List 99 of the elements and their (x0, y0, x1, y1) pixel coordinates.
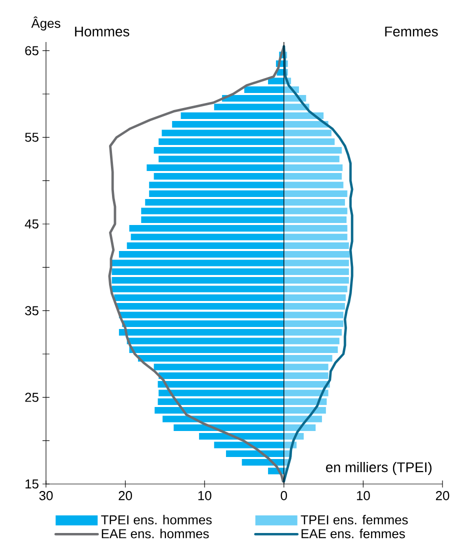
x-tick-label: 20 (436, 491, 450, 500)
legend-label: TPEI ens. hommes (101, 514, 212, 524)
bar (145, 199, 284, 206)
bar (284, 182, 344, 188)
bar (149, 182, 284, 188)
bar (129, 225, 284, 232)
bar (284, 303, 345, 310)
x-tick-label: 10 (198, 491, 212, 500)
x-tick-label: 30 (39, 491, 53, 500)
y-tick-label: 35 (25, 306, 38, 316)
bar (284, 121, 328, 128)
bar (284, 346, 338, 353)
bar (284, 355, 332, 362)
legend-label: EAE ens. femmes (302, 528, 405, 538)
bar (284, 381, 330, 388)
y-tick-label: 15 (26, 479, 38, 489)
bar (154, 147, 284, 154)
bar (158, 398, 284, 405)
bar (199, 433, 284, 440)
bar (154, 407, 284, 414)
x-tick-label: 0 (280, 491, 287, 500)
bar (180, 112, 284, 119)
bar (214, 442, 284, 448)
bar (138, 355, 284, 362)
bar (284, 268, 349, 275)
bar (244, 86, 284, 93)
bar (130, 234, 284, 240)
bar (114, 294, 284, 301)
bar (158, 138, 284, 145)
bar (141, 216, 284, 223)
bar (129, 346, 284, 353)
y-tick-label: 55 (25, 132, 38, 142)
y-tick-label: 65 (25, 46, 38, 56)
y-axis-title: Âges (31, 16, 60, 30)
bar (268, 78, 284, 84)
bar (146, 164, 284, 171)
bar (158, 381, 284, 388)
bar (284, 208, 348, 214)
bar (284, 164, 343, 171)
bar (284, 234, 348, 240)
bar (284, 216, 347, 223)
legend-label: TPEI ens. femmes (300, 514, 408, 524)
x-tick-label: 10 (356, 491, 370, 500)
bar (284, 251, 350, 258)
bar (141, 208, 284, 214)
bar (284, 398, 327, 405)
bar (154, 364, 284, 370)
bar (284, 138, 335, 145)
bar (284, 312, 344, 318)
bar (284, 320, 344, 327)
bar (112, 277, 284, 284)
bar (284, 225, 348, 232)
bar (226, 450, 284, 457)
x-tick-label: 20 (118, 491, 132, 500)
bar (284, 416, 322, 422)
y-tick-label: 25 (25, 392, 38, 402)
bar (222, 95, 284, 102)
bar (284, 199, 345, 206)
bar (149, 190, 284, 197)
bar (214, 104, 284, 110)
bar (172, 121, 284, 128)
bar (162, 130, 284, 136)
text: Femmes (385, 26, 438, 36)
bar (112, 268, 284, 275)
bar (122, 320, 284, 327)
bar (284, 156, 340, 162)
bar (284, 147, 342, 154)
bar (112, 286, 284, 292)
bar (284, 372, 328, 379)
y-tick-label: 45 (24, 219, 38, 229)
bar (126, 338, 284, 344)
bar (284, 260, 349, 266)
bar (284, 407, 326, 414)
bar (112, 260, 284, 266)
bar (158, 390, 284, 396)
bar (284, 242, 349, 249)
bar (284, 286, 348, 292)
bar (284, 390, 328, 396)
annotation: en milliers (TPEI) (326, 462, 432, 475)
bar (162, 416, 284, 422)
bar (174, 424, 284, 431)
bar (116, 303, 284, 310)
bar (118, 312, 284, 318)
bar (284, 329, 342, 336)
bar (284, 338, 340, 344)
text: Hommes (75, 26, 130, 36)
legend-label: EAE ens. hommes (102, 528, 209, 538)
bar (118, 329, 284, 336)
bar (126, 242, 284, 249)
bar (154, 173, 284, 180)
bar (158, 372, 284, 379)
bar (284, 173, 342, 180)
bar (158, 156, 284, 162)
bar (284, 294, 346, 301)
bar (284, 190, 348, 197)
bar (284, 364, 328, 370)
bar (284, 277, 349, 284)
bar (284, 130, 332, 136)
bar (118, 251, 284, 258)
